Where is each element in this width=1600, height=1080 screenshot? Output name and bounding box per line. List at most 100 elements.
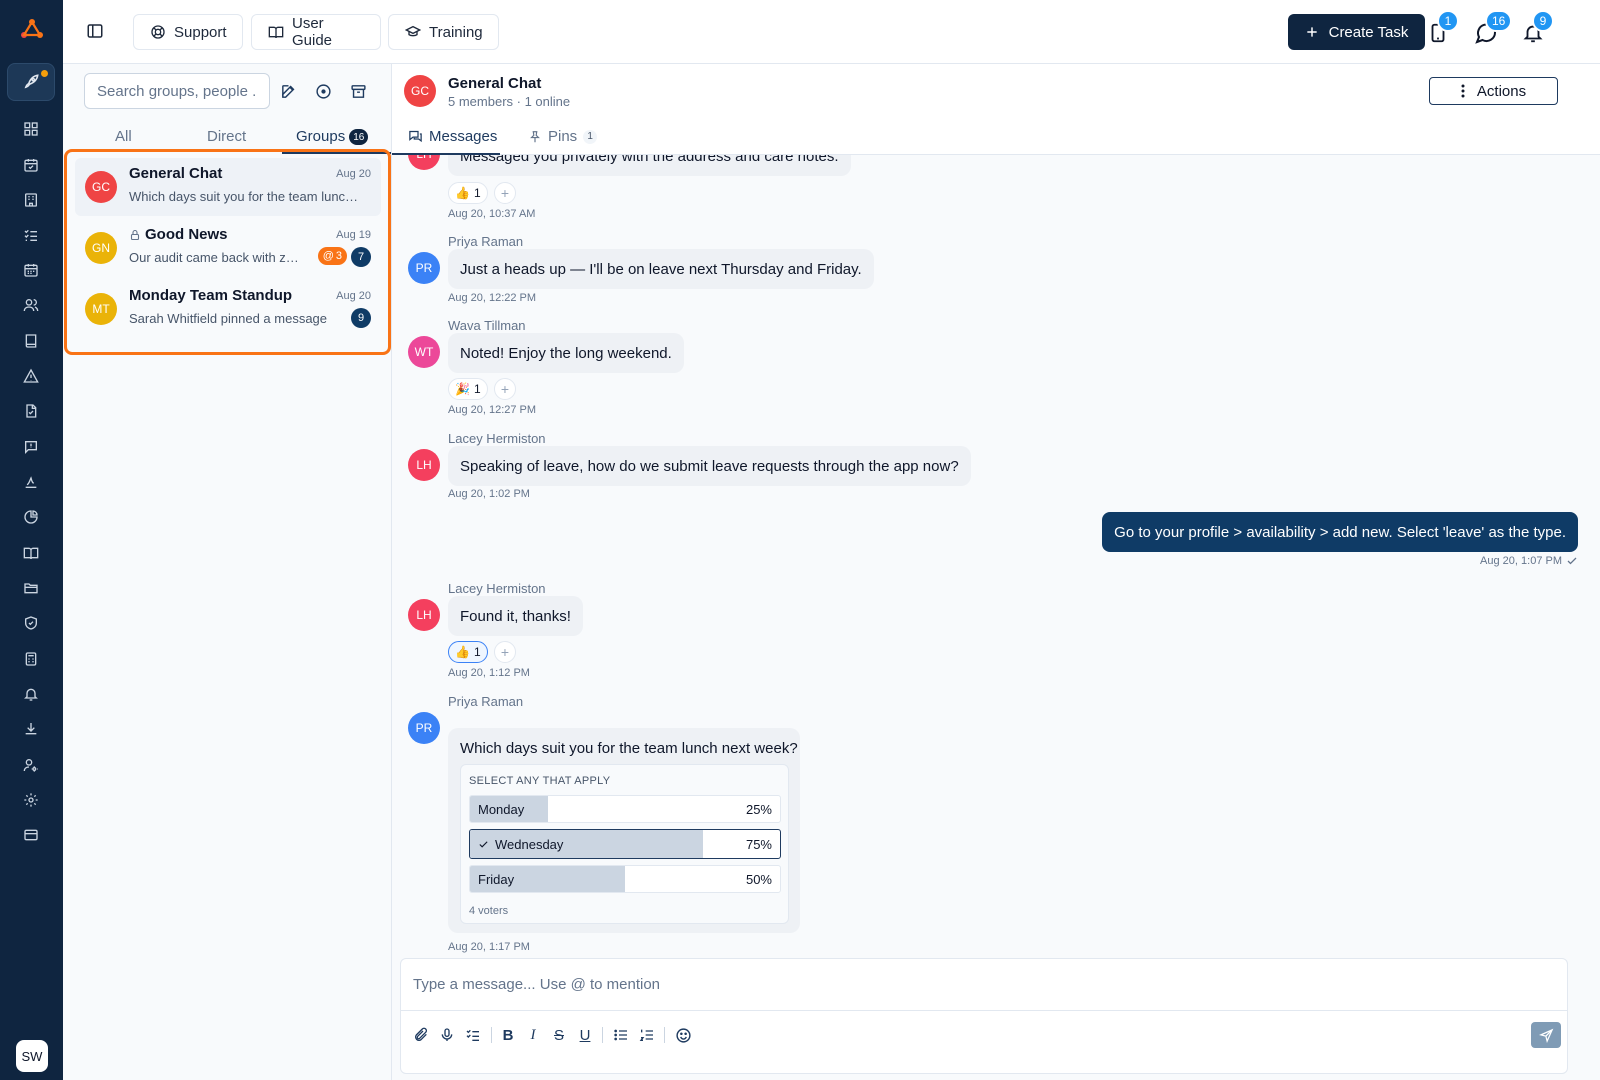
book-icon[interactable]: [22, 332, 40, 350]
microphone-icon[interactable]: [437, 1025, 457, 1045]
groups-count-badge: 16: [349, 129, 369, 146]
send-button[interactable]: [1531, 1022, 1561, 1048]
card-icon[interactable]: [22, 826, 40, 844]
bullet-list-icon[interactable]: [611, 1025, 631, 1045]
reaction-emoji: 🎉: [455, 382, 470, 396]
add-reaction-button[interactable]: +: [494, 641, 516, 663]
create-task-button[interactable]: Create Task: [1288, 14, 1425, 50]
download-icon[interactable]: [22, 720, 40, 738]
gear-icon[interactable]: [22, 791, 40, 809]
active-tab-indicator: [282, 152, 391, 154]
tab-all[interactable]: All: [115, 128, 132, 145]
conversation-item-good-news[interactable]: GN Good News Aug 19 Our audit came back …: [75, 219, 381, 277]
notifications-button[interactable]: 9: [1520, 10, 1554, 46]
message-thread: LH Messaged you privately with the addre…: [392, 155, 1600, 1031]
conversation-item-monday-team-standup[interactable]: MT Monday Team Standup Aug 20 Sarah Whit…: [75, 280, 381, 338]
conversation-name: Monday Team Standup: [129, 287, 293, 304]
folder-icon[interactable]: [22, 579, 40, 597]
message-time: Aug 20, 1:07 PM: [1480, 555, 1578, 567]
dashboard-icon[interactable]: [22, 120, 40, 138]
bold-icon[interactable]: B: [502, 1026, 514, 1044]
rocket-icon[interactable]: [7, 63, 55, 101]
compose-icon[interactable]: [278, 81, 298, 101]
pie-chart-icon[interactable]: [22, 508, 40, 526]
poll-option-percent: 75%: [745, 836, 772, 852]
support-button[interactable]: Support: [133, 14, 243, 50]
building-icon[interactable]: [22, 191, 40, 209]
tab-messages[interactable]: Messages: [408, 128, 497, 145]
tab-groups[interactable]: Groups 16: [296, 128, 369, 146]
user-settings-icon[interactable]: [22, 756, 40, 774]
message-composer: B I S U: [400, 958, 1568, 1074]
shield-icon[interactable]: [22, 614, 40, 632]
reaction-count: 1: [473, 382, 481, 396]
document-icon[interactable]: [22, 402, 40, 420]
message-time: Aug 20, 1:02 PM: [448, 488, 530, 500]
message-time: Aug 20, 12:22 PM: [448, 292, 537, 304]
search-input[interactable]: [84, 73, 270, 109]
conversation-preview: Sarah Whitfield pinned a message: [129, 311, 328, 326]
checklist-icon[interactable]: [22, 226, 40, 244]
message-input[interactable]: [401, 959, 1567, 1011]
poll-option[interactable]: Wednesday 75%: [469, 829, 781, 859]
italic-icon[interactable]: I: [530, 1026, 536, 1043]
warning-icon[interactable]: [22, 367, 40, 385]
avatar: LH: [408, 449, 440, 481]
avatar: LH: [408, 599, 440, 631]
message-time: Aug 20, 1:17 PM: [448, 941, 530, 953]
poll-option-fill: [470, 796, 548, 822]
actions-button[interactable]: Actions: [1429, 77, 1558, 105]
poll-option-percent: 50%: [745, 871, 772, 887]
conversation-date: Aug 19: [336, 229, 371, 241]
tab-pins[interactable]: Pins 1: [528, 128, 598, 145]
reaction-chip[interactable]: 👍 1: [448, 182, 488, 204]
underline-icon[interactable]: U: [579, 1026, 591, 1044]
training-label: Training: [429, 23, 483, 41]
active-tab-indicator: [392, 153, 500, 155]
toolbar-divider: [602, 1027, 603, 1043]
strikethrough-icon[interactable]: S: [553, 1026, 564, 1044]
training-button[interactable]: Training: [388, 14, 499, 50]
add-reaction-button[interactable]: +: [494, 378, 516, 400]
user-avatar[interactable]: SW: [16, 1040, 48, 1072]
poll-option[interactable]: Monday 25%: [469, 795, 781, 823]
conversation-item-general-chat[interactable]: GC General Chat Aug 20 Which days suit y…: [75, 158, 381, 216]
signature-icon[interactable]: [22, 473, 40, 491]
people-icon[interactable]: [22, 296, 40, 314]
poll-option-label: Friday: [478, 871, 515, 887]
add-reaction-button[interactable]: +: [494, 182, 516, 204]
attach-icon[interactable]: [411, 1025, 431, 1045]
reaction-count: 1: [473, 186, 481, 200]
numbered-list-icon[interactable]: [637, 1025, 657, 1045]
app-logo[interactable]: [20, 18, 44, 40]
sidebar-toggle-icon[interactable]: [86, 22, 104, 40]
mentions-count: 3: [335, 250, 342, 262]
calendar-check-icon[interactable]: [22, 156, 40, 174]
archive-icon[interactable]: [348, 81, 368, 101]
emoji-icon[interactable]: [673, 1025, 693, 1045]
message-bubble: Speaking of leave, how do we submit leav…: [448, 446, 971, 486]
calculator-icon[interactable]: [22, 650, 40, 668]
tasks-button[interactable]: 1: [1425, 10, 1459, 46]
mentions-badge: @3: [317, 247, 347, 265]
user-guide-button[interactable]: User Guide: [251, 14, 381, 50]
poll-option[interactable]: Friday 50%: [469, 865, 781, 893]
chat-tabs: Messages Pins 1: [392, 118, 1600, 155]
status-filter-icon[interactable]: [313, 81, 333, 101]
reaction-chip[interactable]: 👍 1: [448, 641, 488, 663]
tab-pins-label: Pins: [548, 128, 578, 145]
toolbar-divider: [664, 1027, 665, 1043]
poll-card: SELECT ANY THAT APPLY Monday 25% Wednesd…: [460, 764, 789, 924]
bell-icon[interactable]: [22, 685, 40, 703]
open-book-icon[interactable]: [22, 544, 40, 562]
read-check-icon: [1566, 555, 1578, 567]
checklist-tool-icon[interactable]: [463, 1025, 483, 1045]
calendar-icon[interactable]: [22, 261, 40, 279]
tab-messages-label: Messages: [429, 128, 498, 145]
tab-direct[interactable]: Direct: [207, 128, 247, 145]
actions-label: Actions: [1476, 82, 1527, 100]
messages-button[interactable]: 16: [1473, 10, 1513, 46]
reaction-emoji: 👍: [455, 645, 470, 659]
reaction-chip[interactable]: 🎉 1: [448, 378, 488, 400]
feedback-icon[interactable]: [22, 438, 40, 456]
